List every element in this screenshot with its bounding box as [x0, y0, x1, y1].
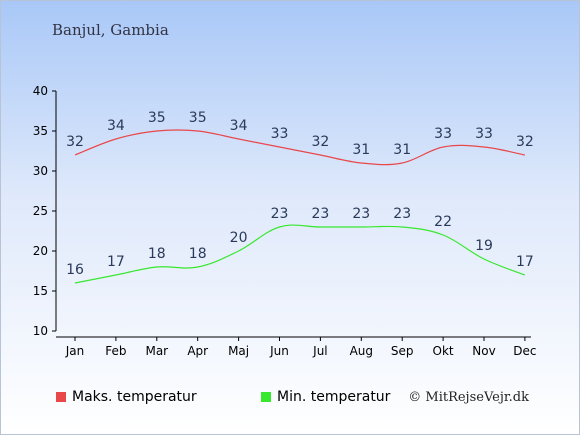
data-label-min: 22: [434, 214, 452, 230]
y-tick-label: 25: [33, 204, 48, 218]
data-label-max: 32: [66, 134, 84, 150]
x-tick-label: Maj: [228, 344, 249, 358]
data-label-max: 32: [311, 134, 329, 150]
data-label-min: 17: [516, 254, 534, 270]
data-label-max: 31: [393, 142, 411, 158]
x-tick-label: Aug: [350, 344, 373, 358]
credit-text: © MitRejseVejr.dk: [408, 390, 529, 405]
data-label-min: 23: [352, 206, 370, 222]
data-label-min: 20: [230, 230, 248, 246]
data-label-min: 23: [311, 206, 329, 222]
x-tick-label: Nov: [472, 344, 495, 358]
x-tick-label: Jul: [312, 344, 327, 358]
x-tick-label: Apr: [187, 344, 208, 358]
y-tick-label: 15: [33, 284, 48, 298]
series-min-line: [74, 224, 526, 284]
legend-min-swatch: [261, 392, 271, 402]
data-label-max: 33: [434, 126, 452, 142]
legend-min: Min. temperatur: [261, 389, 390, 405]
legend-max: Maks. temperatur: [56, 389, 197, 405]
x-tick-label: Mar: [145, 344, 168, 358]
legend-min-label: Min. temperatur: [277, 389, 391, 405]
x-tick-label: Jun: [269, 344, 289, 358]
y-tick-label: 30: [33, 164, 48, 178]
x-tick-label: Dec: [513, 344, 536, 358]
data-label-max: 33: [475, 126, 493, 142]
data-label-min: 19: [475, 238, 493, 254]
data-label-max: 32: [516, 134, 534, 150]
data-label-max: 34: [230, 118, 248, 134]
x-tick-label: Feb: [105, 344, 126, 358]
x-tick-label: Jan: [65, 344, 85, 358]
y-tick-label: 10: [33, 324, 48, 338]
y-tick-label: 35: [33, 124, 48, 138]
data-label-min: 18: [148, 246, 166, 262]
y-tick-label: 40: [33, 84, 48, 98]
series-max-line: [74, 129, 526, 166]
data-label-max: 31: [352, 142, 370, 158]
data-label-max: 35: [148, 110, 166, 126]
data-label-max: 35: [189, 110, 207, 126]
data-label-max: 34: [107, 118, 125, 134]
data-label-min: 23: [393, 206, 411, 222]
legend-max-label: Maks. temperatur: [72, 389, 197, 405]
data-label-max: 33: [271, 126, 289, 142]
data-label-min: 16: [66, 262, 84, 278]
data-label-min: 18: [189, 246, 207, 262]
legend-max-swatch: [56, 392, 66, 402]
x-tick-label: Okt: [433, 344, 454, 358]
location-title: Banjul, Gambia: [52, 21, 169, 39]
data-label-min: 23: [271, 206, 289, 222]
data-label-min: 17: [107, 254, 125, 270]
x-tick-label: Sep: [391, 344, 414, 358]
y-tick-label: 20: [33, 244, 48, 258]
